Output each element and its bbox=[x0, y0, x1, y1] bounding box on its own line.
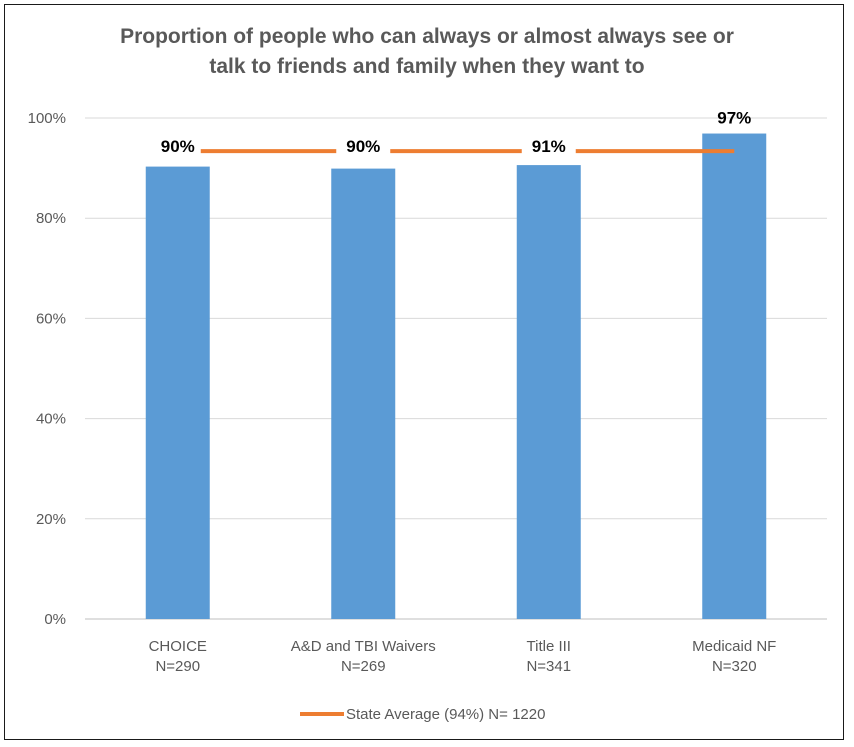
bar bbox=[331, 168, 396, 619]
bar bbox=[145, 166, 210, 620]
y-tick-label: 80% bbox=[36, 210, 66, 227]
legend: State Average (94%) N= 1220 bbox=[300, 706, 545, 723]
x-category-sample-size: N=290 bbox=[155, 658, 200, 675]
chart-title: Proportion of people who can always or a… bbox=[0, 22, 854, 82]
x-category-label: CHOICE bbox=[149, 638, 207, 655]
x-category-sample-size: N=269 bbox=[341, 658, 386, 675]
data-label: 91% bbox=[532, 137, 566, 156]
y-tick-label: 0% bbox=[44, 611, 66, 628]
data-label: 90% bbox=[161, 137, 195, 156]
y-axis-ticks: 0% 20% 40% 60% 80% 100% bbox=[28, 110, 66, 628]
data-label: 90% bbox=[346, 137, 380, 156]
chart-title-line-2: talk to friends and family when they wan… bbox=[209, 55, 645, 78]
chart-title-line-1: Proportion of people who can always or a… bbox=[120, 25, 734, 48]
y-tick-label: 100% bbox=[28, 110, 66, 127]
x-category-label: Medicaid NF bbox=[692, 638, 776, 655]
y-tick-label: 60% bbox=[36, 310, 66, 327]
x-category-label: Title III bbox=[527, 638, 571, 655]
legend-label: State Average (94%) N= 1220 bbox=[346, 706, 545, 723]
y-tick-label: 20% bbox=[36, 511, 66, 528]
x-axis-categories: CHOICE N=290 A&D and TBI Waivers N=269 Title… bbox=[149, 638, 777, 675]
data-labels: 90% 90% 91% 97% bbox=[161, 109, 752, 157]
bar bbox=[702, 133, 767, 619]
bar bbox=[516, 165, 581, 619]
bars bbox=[145, 133, 767, 620]
x-category-label: A&D and TBI Waivers bbox=[291, 638, 436, 655]
x-category-sample-size: N=320 bbox=[712, 658, 757, 675]
y-tick-label: 40% bbox=[36, 411, 66, 428]
data-label: 97% bbox=[717, 109, 751, 128]
x-category-sample-size: N=341 bbox=[526, 658, 571, 675]
